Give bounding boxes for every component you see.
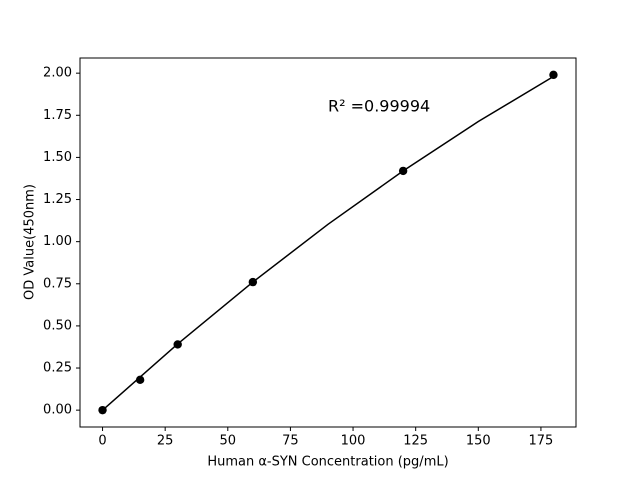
y-tick-label: 0.75 [43,276,72,291]
y-tick-label: 0.00 [43,403,72,418]
point [398,166,408,176]
y-tick-label: 0.25 [43,361,72,376]
point [248,277,258,287]
y-axis-label: OD Value(450nm) [23,184,38,300]
y-tick-label: 1.75 [43,108,72,123]
fit-curve [102,75,554,411]
x-tick-label: 75 [282,434,299,449]
y-tick-label: 0.50 [43,318,72,333]
x-tick-label: 50 [220,434,237,449]
x-axis-label: Human α-SYN Concentration (pg/mL) [207,455,448,470]
x-tick-label: 150 [466,434,491,449]
x-tick-label: 175 [529,434,554,449]
point [135,375,145,385]
point [173,340,182,349]
x-tick-label: 25 [157,434,174,449]
y-tick-label: 2.00 [43,66,72,81]
plot-frame [79,57,577,428]
y-tick-label: 1.50 [43,150,72,165]
x-tick-label: 125 [403,434,428,449]
y-tick-label: 1.25 [43,192,72,207]
point [549,70,558,80]
y-tick-label: 1.00 [43,234,72,249]
x-tick-label: 0 [98,434,106,449]
annotation: R² =0.99994 [328,96,430,115]
point [98,405,107,415]
x-tick-label: 100 [341,434,366,449]
